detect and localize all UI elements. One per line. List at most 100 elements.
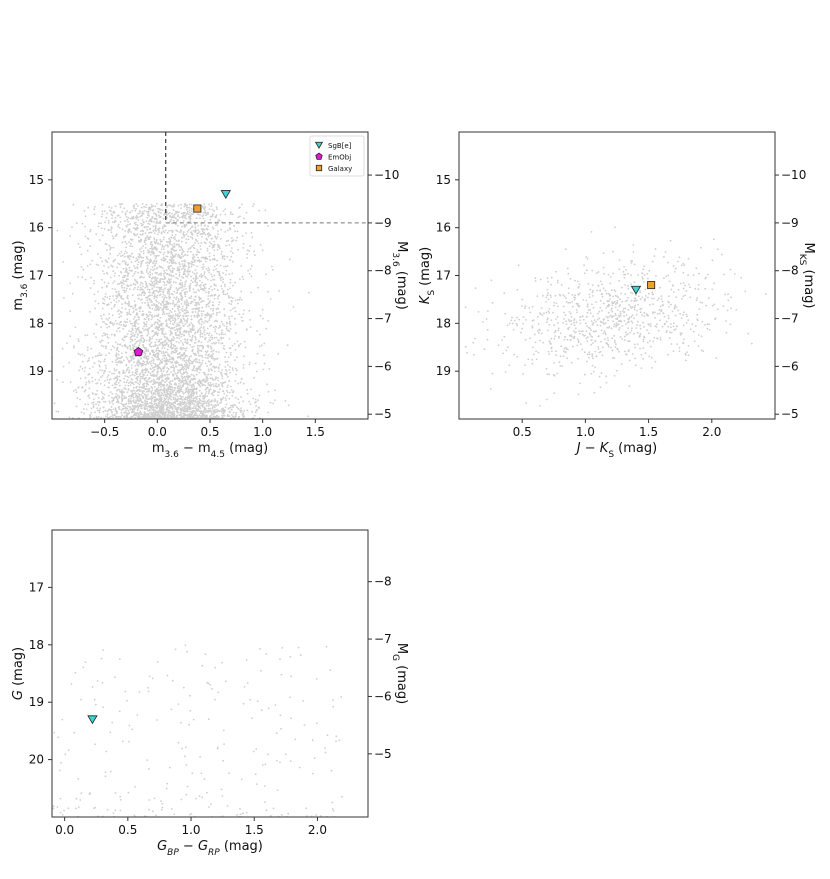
- background-point: [188, 362, 191, 364]
- background-point: [115, 301, 118, 303]
- background-point: [196, 361, 199, 363]
- background-point: [178, 414, 181, 416]
- background-point: [113, 378, 115, 380]
- background-point: [146, 210, 148, 213]
- background-point: [224, 397, 227, 400]
- background-point: [149, 218, 152, 221]
- background-point: [173, 337, 176, 340]
- background-point: [132, 215, 135, 218]
- background-point: [182, 234, 185, 237]
- background-point: [201, 362, 204, 364]
- background-point: [197, 259, 200, 262]
- background-point: [192, 407, 195, 410]
- background-point: [136, 288, 139, 291]
- background-point: [156, 307, 159, 310]
- background-point: [139, 403, 142, 406]
- background-point: [159, 238, 162, 241]
- background-point: [240, 407, 243, 410]
- background-point: [134, 283, 137, 286]
- background-point: [174, 329, 176, 331]
- background-point: [162, 293, 165, 296]
- background-point: [148, 313, 151, 316]
- background-point: [160, 303, 162, 305]
- background-point: [222, 333, 224, 336]
- background-point: [212, 301, 214, 304]
- background-point: [206, 400, 209, 403]
- background-point: [223, 408, 225, 411]
- background-point: [192, 264, 195, 266]
- background-point: [140, 370, 143, 373]
- background-point: [172, 339, 175, 342]
- background-point: [134, 327, 137, 330]
- background-point: [135, 369, 137, 371]
- background-point: [131, 294, 134, 297]
- background-point: [83, 390, 86, 393]
- background-point: [111, 393, 114, 395]
- background-point: [201, 314, 203, 317]
- background-point: [135, 393, 137, 395]
- background-point: [175, 298, 178, 300]
- background-point: [133, 389, 136, 392]
- background-point: [103, 228, 106, 230]
- background-point: [125, 242, 128, 245]
- background-point: [128, 269, 131, 272]
- background-point: [267, 391, 270, 393]
- background-point: [156, 365, 158, 368]
- background-point: [130, 378, 133, 380]
- background-point: [126, 333, 129, 335]
- background-point: [128, 258, 131, 260]
- background-point: [212, 312, 215, 315]
- background-point: [176, 369, 179, 371]
- background-point: [96, 409, 99, 412]
- background-point: [146, 316, 148, 319]
- background-point: [197, 312, 199, 315]
- background-point: [130, 305, 133, 308]
- background-point: [148, 231, 150, 234]
- background-point: [199, 399, 202, 402]
- background-point: [142, 415, 145, 418]
- background-point: [143, 377, 146, 380]
- background-point: [239, 296, 242, 299]
- background-point: [135, 313, 138, 316]
- background-point: [181, 322, 184, 325]
- background-point: [233, 317, 236, 320]
- background-point: [219, 277, 222, 279]
- background-point: [178, 255, 181, 257]
- background-point: [174, 238, 176, 241]
- background-point: [147, 295, 150, 297]
- background-point: [126, 275, 129, 278]
- background-point: [181, 299, 183, 302]
- background-point: [136, 363, 139, 366]
- background-point: [96, 389, 99, 392]
- background-point: [151, 325, 153, 328]
- background-point: [134, 316, 136, 318]
- background-point: [190, 315, 193, 318]
- background-point: [212, 341, 215, 344]
- background-point: [133, 413, 136, 416]
- background-point: [215, 404, 218, 407]
- background-point: [260, 344, 263, 347]
- background-point: [166, 395, 169, 398]
- background-point: [198, 406, 200, 409]
- background-point: [210, 346, 213, 349]
- background-point: [109, 378, 112, 381]
- background-point: [250, 265, 253, 267]
- background-point: [248, 400, 251, 403]
- background-point: [186, 254, 189, 257]
- background-point: [142, 384, 145, 387]
- background-point: [101, 307, 104, 310]
- background-point: [254, 254, 256, 256]
- background-point: [122, 267, 125, 270]
- background-point: [271, 265, 273, 268]
- background-point: [134, 338, 136, 341]
- background-point: [165, 384, 168, 387]
- background-point: [131, 405, 134, 408]
- background-point: [174, 349, 177, 351]
- background-point: [195, 302, 198, 305]
- background-point: [185, 319, 188, 322]
- background-point: [169, 414, 171, 417]
- background-point: [71, 226, 73, 229]
- background-point: [139, 342, 141, 344]
- background-point: [230, 303, 233, 306]
- background-point: [191, 237, 194, 240]
